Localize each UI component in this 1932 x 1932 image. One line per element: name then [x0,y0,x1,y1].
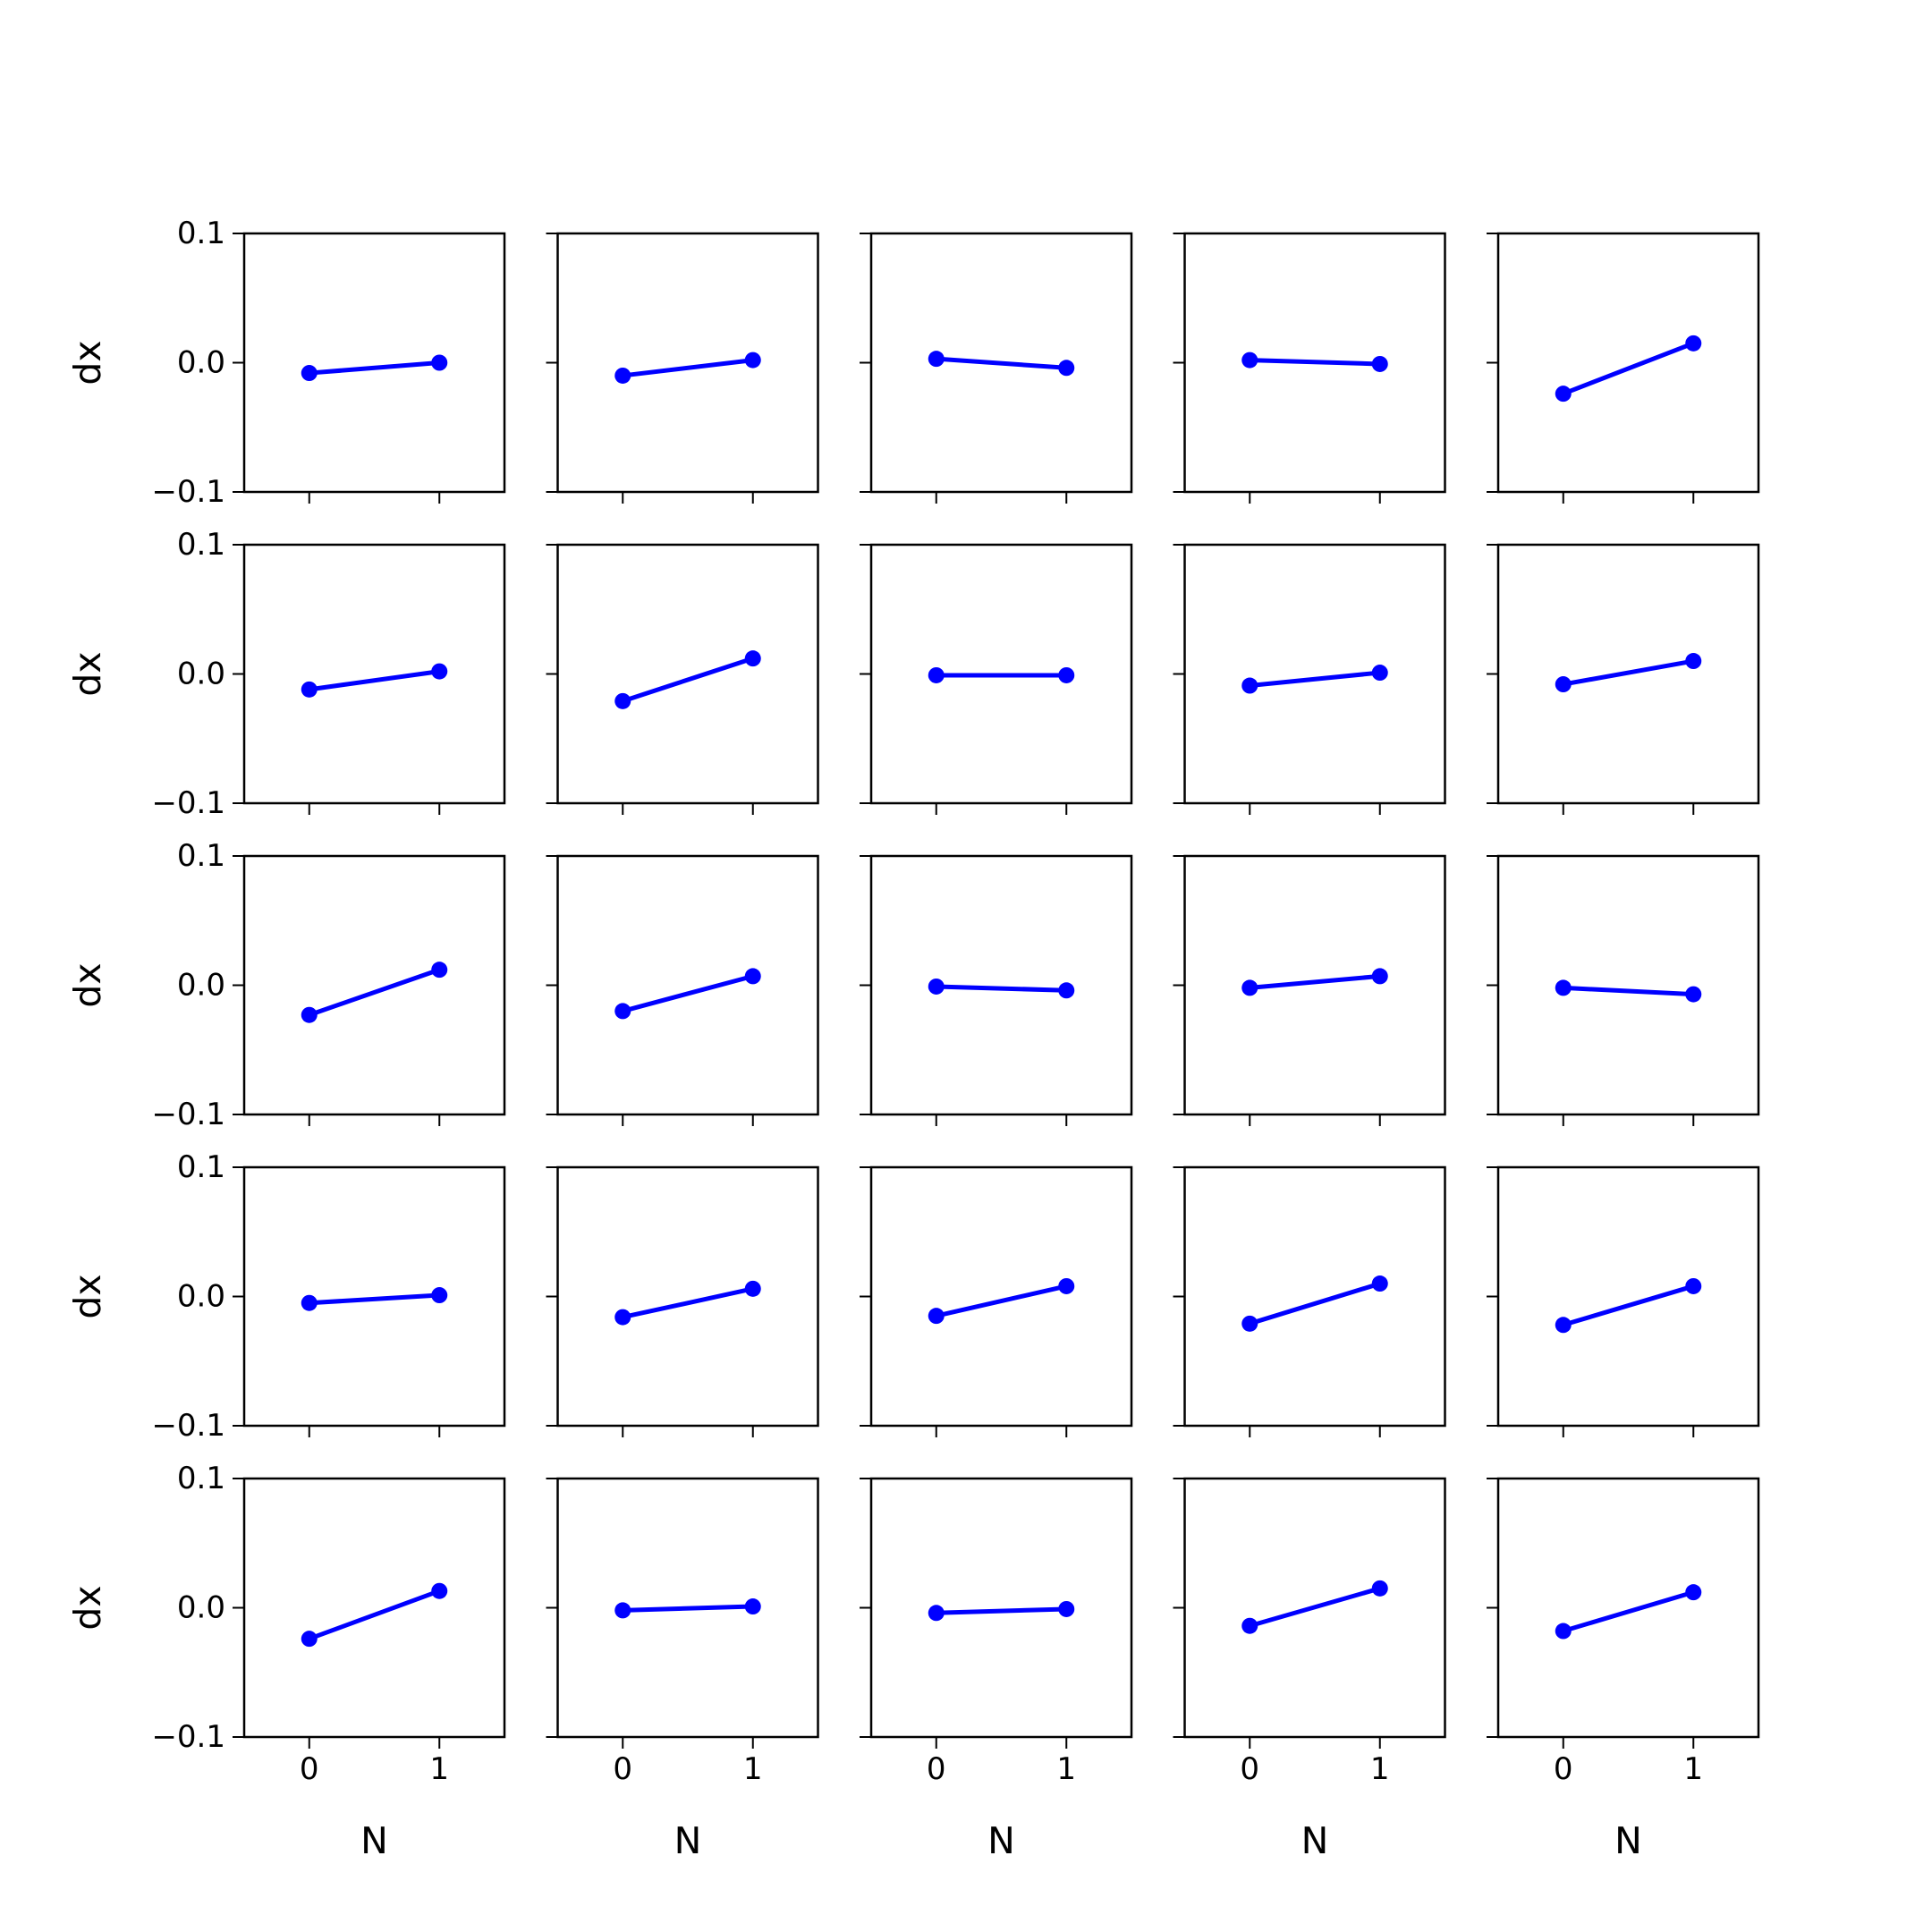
y-tick-label: 0.0 [177,968,225,1004]
y-tick-label: −0.1 [151,1408,225,1444]
x-axis-label: N [360,1819,388,1862]
y-tick-label: 0.0 [177,1590,225,1626]
x-axis-label: N [987,1819,1015,1862]
data-point [431,355,447,371]
data-point [1685,1278,1701,1294]
data-point [301,365,318,381]
data-point [928,351,945,367]
data-point [614,1309,631,1326]
data-point [745,1598,761,1614]
y-tick-label: −0.1 [151,785,225,821]
x-tick-label: 1 [1683,1751,1703,1787]
data-point [431,1583,447,1599]
data-point [1555,1623,1572,1640]
data-point [745,352,761,369]
data-point [1241,979,1258,996]
data-point [301,1295,318,1311]
y-axis-label: dx [66,651,109,696]
x-tick-label: 1 [1370,1751,1390,1787]
data-point [431,1287,447,1303]
data-point [1241,678,1258,694]
data-point [301,1631,318,1647]
data-point [1555,386,1572,402]
data-point [1241,1316,1258,1332]
data-point [614,1602,631,1618]
y-tick-label: 0.0 [177,1279,225,1315]
data-point [1372,1580,1388,1597]
data-point [928,979,945,995]
x-tick-label: 0 [927,1751,946,1787]
data-point [614,1003,631,1019]
y-tick-label: 0.1 [177,838,225,874]
data-point [1685,653,1701,669]
data-point [1058,1278,1074,1294]
data-point [614,368,631,384]
data-point [1555,1317,1572,1333]
data-point [1685,335,1701,352]
x-tick-label: 1 [1056,1751,1076,1787]
x-tick-label: 0 [300,1751,319,1787]
data-point [1685,987,1701,1003]
y-axis-label: dx [66,1274,109,1318]
data-point [1058,1601,1074,1617]
data-point [1241,352,1258,369]
data-point [1555,676,1572,692]
data-point [1685,1584,1701,1600]
data-point [928,1308,945,1324]
data-point [431,664,447,680]
y-tick-label: −0.1 [151,474,225,510]
x-axis-label: N [1301,1819,1329,1862]
y-tick-label: 0.1 [177,1461,225,1496]
data-point [928,667,945,683]
data-point [745,650,761,666]
x-tick-label: 1 [429,1751,449,1787]
data-point [1372,665,1388,681]
x-tick-label: 0 [613,1751,632,1787]
data-point [1372,1275,1388,1292]
y-tick-label: −0.1 [151,1719,225,1755]
data-point [1058,982,1074,998]
data-point [1555,979,1572,996]
data-point [745,968,761,984]
y-tick-label: 0.1 [177,216,225,251]
y-tick-label: 0.1 [177,527,225,563]
data-point [1241,1618,1258,1634]
x-axis-label: N [674,1819,702,1862]
data-point [928,1605,945,1621]
x-tick-label: 1 [743,1751,763,1787]
data-point [431,962,447,978]
y-tick-label: 0.1 [177,1149,225,1185]
x-tick-label: 0 [1240,1751,1259,1787]
data-point [301,682,318,698]
y-axis-label: dx [66,340,109,385]
y-tick-label: −0.1 [151,1097,225,1132]
data-point [1058,667,1074,683]
y-axis-label: dx [66,1585,109,1630]
data-point [301,1007,318,1023]
data-point [745,1281,761,1297]
x-tick-label: 0 [1554,1751,1573,1787]
y-axis-label: dx [66,962,109,1007]
data-point [1058,360,1074,376]
x-axis-label: N [1614,1819,1642,1862]
y-tick-label: 0.0 [177,657,225,692]
data-point [1372,356,1388,372]
data-point [1372,968,1388,984]
data-point [614,693,631,709]
y-tick-label: 0.0 [177,345,225,381]
